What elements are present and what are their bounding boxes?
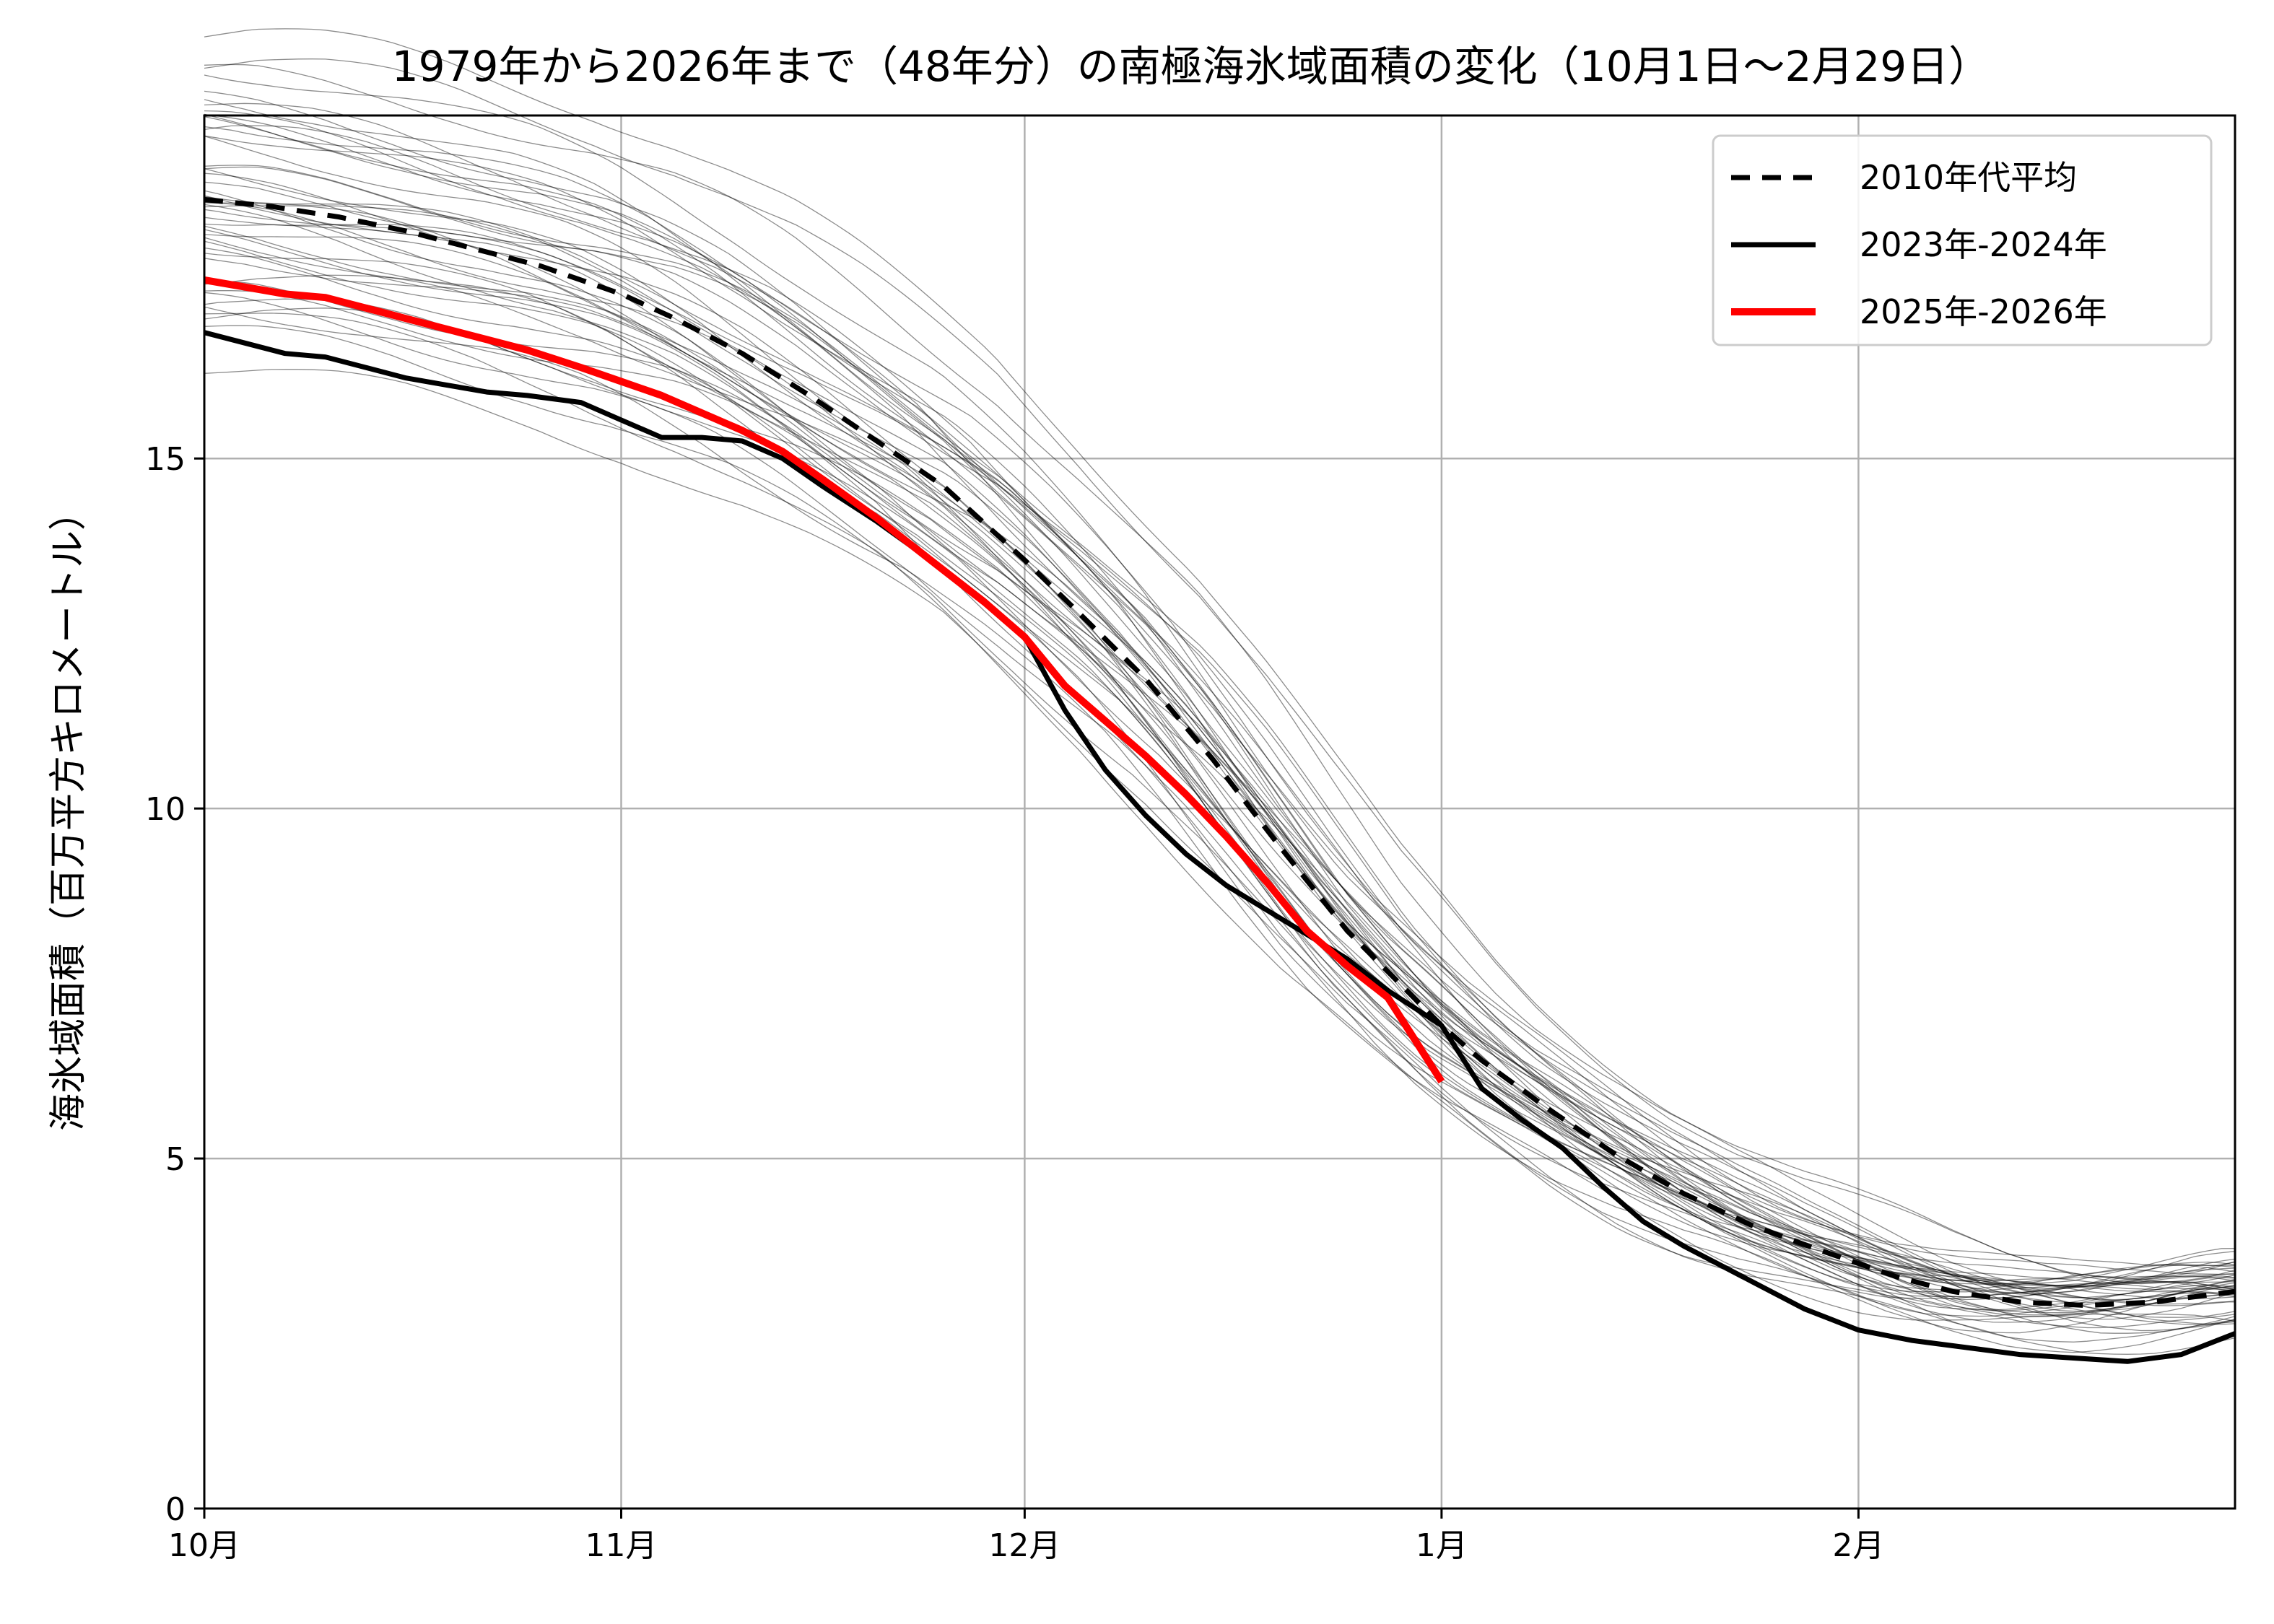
historical-year-line	[204, 223, 2236, 1325]
historical-year-line	[204, 114, 2236, 1295]
legend-label-2: 2025年-2026年	[1860, 292, 2107, 331]
historical-year-line	[204, 237, 2236, 1299]
x-tick-label: 2月	[1832, 1527, 1884, 1564]
historical-year-line	[204, 167, 2236, 1298]
historical-year-line	[204, 125, 2236, 1320]
historical-year-line	[204, 258, 2236, 1295]
historical-year-line	[204, 135, 2236, 1283]
historical-year-line	[204, 201, 2236, 1316]
series-line-1	[204, 330, 2236, 1364]
historical-year-line	[204, 58, 2236, 1285]
y-tick-label: 5	[165, 1141, 186, 1178]
plot-area-frame	[203, 114, 2236, 1510]
historical-year-line	[204, 217, 2236, 1295]
x-tick-label: 1月	[1416, 1527, 1468, 1564]
historical-year-line	[204, 292, 2236, 1323]
historical-year-line	[204, 165, 2236, 1298]
series-line-2	[204, 276, 1445, 1084]
grid-lines	[204, 115, 2235, 1509]
historical-year-line	[204, 28, 2236, 1280]
historical-year-line	[204, 110, 2236, 1289]
x-tick-label: 12月	[988, 1527, 1060, 1564]
x-axis-ticks: 10月 11月 12月 1月 2月	[168, 1509, 1884, 1564]
historical-year-line	[204, 126, 2236, 1275]
historical-year-line	[204, 229, 2236, 1311]
historical-year-line	[204, 196, 2236, 1299]
historical-year-line	[204, 253, 2236, 1305]
historical-year-line	[204, 202, 2236, 1325]
historical-year-line	[204, 290, 2236, 1343]
y-tick-label: 15	[145, 441, 186, 478]
historical-year-line	[204, 307, 2236, 1332]
historical-year-line	[204, 313, 2236, 1329]
y-axis-ticks: 0 5 10 15	[145, 441, 204, 1528]
historical-year-line	[204, 90, 2236, 1285]
historical-year-line	[204, 74, 2236, 1267]
highlighted-series	[204, 196, 2236, 1364]
y-tick-label: 10	[145, 791, 186, 828]
series-line-0	[204, 196, 2236, 1309]
x-tick-label: 11月	[585, 1527, 658, 1564]
historical-year-line	[204, 247, 2236, 1311]
historical-year-line	[204, 135, 2236, 1291]
historical-year-line	[204, 181, 2236, 1286]
historical-year-line	[204, 205, 2236, 1301]
historical-year-line	[204, 64, 2236, 1288]
legend: 2010年代平均 2023年-2024年 2025年-2026年	[1712, 134, 2213, 346]
historical-year-line	[204, 209, 2236, 1290]
historical-year-line	[204, 204, 2236, 1334]
historical-year-line	[204, 102, 2236, 1312]
historical-year-line	[204, 274, 2236, 1318]
legend-box	[1712, 134, 2213, 346]
historical-year-line	[204, 113, 2236, 1285]
y-axis-label: 海氷域面積（百万平方キロメートル）	[47, 493, 90, 1131]
historical-year-line	[204, 234, 2236, 1306]
historical-year-line	[204, 325, 2236, 1353]
historical-year-line	[204, 115, 2236, 1293]
historical-year-line	[204, 225, 2236, 1298]
x-tick-label: 10月	[168, 1527, 240, 1564]
legend-label-0: 2010年代平均	[1860, 158, 2077, 197]
chart-title: 1979年から2026年まで（48年分）の南極海氷域面積の変化（10月1日〜2月…	[392, 42, 1990, 91]
legend-label-1: 2023年-2024年	[1860, 225, 2107, 264]
historical-year-line	[204, 173, 2236, 1317]
y-tick-label: 0	[165, 1491, 186, 1528]
historical-year-line	[204, 166, 2236, 1304]
